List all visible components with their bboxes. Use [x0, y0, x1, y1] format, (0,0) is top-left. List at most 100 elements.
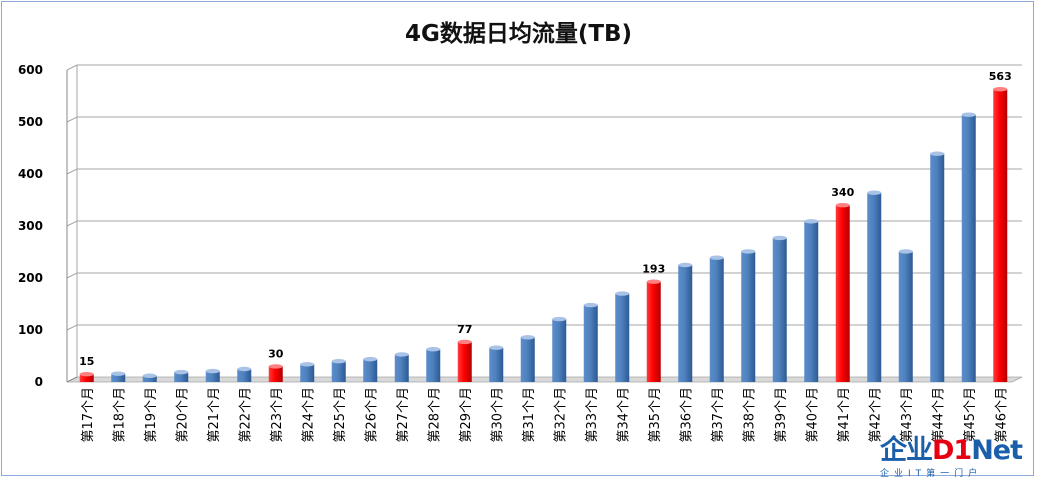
bar	[426, 349, 441, 382]
bar-top	[426, 347, 441, 352]
y-tick-label: 0	[35, 375, 43, 389]
x-tick-label: 第42个月	[868, 387, 883, 443]
bar	[678, 265, 693, 382]
bar-top	[583, 302, 598, 308]
data-label: 15	[79, 355, 94, 368]
data-label: 193	[642, 263, 665, 276]
bar-top	[804, 219, 819, 224]
x-tick-label: 第21个月	[207, 387, 222, 443]
x-tick-label: 第30个月	[490, 387, 505, 443]
gridline-depth	[66, 220, 78, 227]
bar-top	[237, 366, 252, 372]
bar	[489, 347, 504, 382]
bar-top	[772, 235, 787, 241]
bar-top	[331, 359, 346, 364]
bar-top	[615, 291, 630, 296]
bar	[520, 337, 535, 382]
x-tick-label: 第19个月	[144, 387, 159, 443]
x-tick-label: 第36个月	[679, 387, 694, 443]
bar	[615, 293, 630, 382]
bar	[646, 281, 661, 382]
x-tick-label: 第27个月	[396, 387, 411, 443]
x-tick-label: 第44个月	[931, 387, 946, 443]
y-tick-label: 200	[18, 271, 43, 285]
bar-top	[268, 364, 283, 369]
bar	[961, 114, 976, 382]
bar-top	[552, 316, 567, 322]
watermark-subtext: 企业IT第一门户	[880, 469, 983, 479]
x-tick-label: 第32个月	[553, 387, 568, 443]
bar	[993, 89, 1008, 383]
y-tick-label: 600	[18, 63, 43, 77]
bar	[394, 354, 409, 382]
x-tick-label: 第18个月	[112, 387, 127, 443]
x-tick-label: 第35个月	[648, 387, 663, 443]
x-tick-label: 第39个月	[774, 387, 789, 443]
bar-top	[363, 356, 378, 362]
bar-top	[79, 372, 94, 377]
x-tick-label: 第45个月	[963, 387, 978, 443]
chart-title: 4G数据日均流量(TB)	[404, 21, 633, 47]
y-tick-label: 100	[18, 323, 43, 337]
bar	[268, 366, 283, 382]
x-tick-label: 第33个月	[585, 387, 600, 443]
bar-top	[867, 190, 882, 195]
x-tick-label: 第41个月	[837, 387, 852, 443]
bar	[867, 192, 882, 382]
bar-top	[142, 373, 157, 378]
x-tick-label: 第29个月	[459, 387, 474, 443]
bar	[79, 374, 94, 382]
bar	[741, 251, 756, 382]
gridline-depth	[66, 272, 78, 279]
bar	[804, 221, 819, 382]
bar	[835, 205, 850, 382]
bar	[898, 251, 913, 382]
bar	[111, 373, 126, 382]
bar	[772, 237, 787, 382]
bar-top	[174, 369, 189, 375]
bar-top	[741, 249, 756, 254]
bar	[552, 319, 567, 382]
bar	[142, 375, 157, 382]
gridline-depth	[66, 324, 78, 331]
bar-top	[898, 249, 913, 254]
y-axis-depth-line	[66, 376, 78, 383]
bar	[237, 369, 252, 382]
bar-top	[993, 87, 1008, 92]
bar-top	[646, 279, 661, 284]
x-tick-label: 第46个月	[994, 387, 1009, 443]
gridline-depth	[66, 116, 78, 123]
gridline-depth	[66, 64, 78, 71]
bar-top	[457, 339, 472, 345]
gridline-depth	[66, 168, 78, 175]
bar	[930, 153, 945, 382]
data-label: 30	[268, 347, 284, 360]
x-tick-label: 第17个月	[81, 387, 96, 443]
x-tick-label: 第26个月	[364, 387, 379, 443]
bar-top	[709, 255, 724, 260]
y-tick-label: 500	[18, 115, 43, 129]
bar-top	[489, 345, 504, 350]
bar	[583, 305, 598, 382]
data-label: 77	[457, 323, 472, 336]
bar-top	[930, 151, 945, 156]
bar-top	[835, 203, 850, 208]
bar	[363, 359, 378, 382]
bar-top	[111, 371, 126, 376]
bar	[331, 361, 346, 382]
bar-top	[394, 352, 409, 357]
bar	[174, 372, 189, 382]
bar	[205, 371, 220, 382]
x-tick-label: 第20个月	[175, 387, 190, 443]
x-tick-label: 第40个月	[805, 387, 820, 443]
bar	[709, 257, 724, 382]
bar-top	[520, 335, 535, 340]
y-tick-label: 400	[18, 167, 43, 181]
bar-top	[961, 112, 976, 117]
x-tick-label: 第24个月	[301, 387, 316, 443]
watermark-text: 企业D1Net	[880, 435, 1023, 466]
x-tick-label: 第38个月	[742, 387, 757, 443]
data-label: 563	[989, 70, 1012, 83]
